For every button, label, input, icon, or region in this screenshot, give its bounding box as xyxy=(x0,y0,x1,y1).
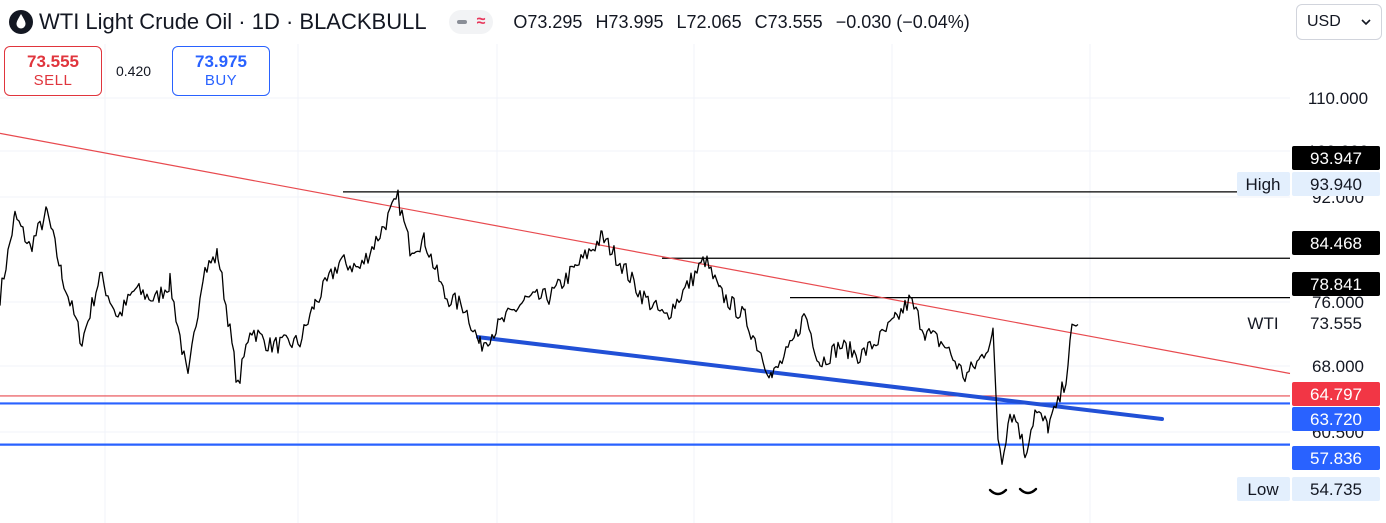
level-label: 78.841 xyxy=(1310,275,1362,294)
resistance-trendline xyxy=(0,132,1291,375)
low-marker xyxy=(1018,487,1038,495)
level-label-bg xyxy=(1292,407,1380,431)
price-line xyxy=(0,189,1079,465)
level-label: 93.940 xyxy=(1310,175,1362,194)
level-label: 57.836 xyxy=(1310,449,1362,468)
level-label: 84.468 xyxy=(1310,234,1362,253)
level-tag: Low xyxy=(1247,480,1279,499)
level-label: 64.797 xyxy=(1310,385,1362,404)
bottom-markers xyxy=(988,487,1038,496)
currency-value: USD xyxy=(1307,13,1341,30)
y-tick-label: 110.000 xyxy=(1308,89,1368,108)
low-marker xyxy=(988,488,1008,496)
level-tag-bg xyxy=(1237,477,1290,501)
level-label-bg xyxy=(1292,477,1380,501)
level-label-bg xyxy=(1292,146,1380,170)
y-tick-label: 68.000 xyxy=(1312,357,1364,376)
level-label: 54.735 xyxy=(1310,480,1362,499)
ohlc-high: H73.995 xyxy=(595,11,664,32)
buy-button[interactable]: 73.975 BUY xyxy=(172,46,270,96)
chart-grid xyxy=(0,44,1290,523)
level-label-bg xyxy=(1292,382,1380,406)
oil-drop-icon xyxy=(9,10,33,34)
sell-label: SELL xyxy=(33,72,73,89)
approx-wave-icon[interactable]: ≈ xyxy=(476,13,486,30)
level-tag: WTI xyxy=(1247,314,1278,333)
level-label-bg xyxy=(1292,172,1380,196)
y-tick-label: 76.000 xyxy=(1312,293,1364,312)
level-label-bg xyxy=(1292,231,1380,255)
level-label-bg xyxy=(1292,446,1380,470)
ohlc-close: C73.555 xyxy=(754,11,823,32)
price-series xyxy=(0,189,1079,465)
buy-label: BUY xyxy=(204,72,238,89)
ohlc-low: L72.065 xyxy=(676,11,742,32)
level-tag: High xyxy=(1246,175,1281,194)
indicator-toggle[interactable]: ≈ xyxy=(448,10,494,34)
ohlc-change: −0.030 (−0.04%) xyxy=(835,11,970,32)
y-axis-level-labels: 93.947 93.940 High 84.468 78.841 73.555 WTI 64.… xyxy=(1237,146,1380,501)
chevron-down-icon xyxy=(1361,19,1371,26)
level-label-bg xyxy=(1292,272,1380,296)
sell-price: 73.555 xyxy=(27,52,79,71)
currency-select[interactable]: USD xyxy=(1296,4,1382,40)
support-trendline xyxy=(476,335,1164,421)
horizontal-level-lines xyxy=(0,191,1290,446)
chart-header: WTI Light Crude Oil · 1D · BLACKBULL ≈ O… xyxy=(0,0,1290,44)
minus-icon[interactable] xyxy=(456,20,467,24)
level-tag-bg xyxy=(1237,172,1290,196)
level-label: 73.555 xyxy=(1310,314,1362,333)
trendlines xyxy=(0,132,1291,421)
buy-price: 73.975 xyxy=(195,52,247,71)
level-label: 63.720 xyxy=(1310,410,1362,429)
symbol-title[interactable]: WTI Light Crude Oil · 1D · BLACKBULL xyxy=(39,9,427,34)
ohlc-readout: O73.295 H73.995 L72.065 C73.555 −0.030 (… xyxy=(513,12,977,33)
sell-button[interactable]: 73.555 SELL xyxy=(4,46,102,96)
spread-value: 0.420 xyxy=(116,63,152,79)
ohlc-open: O73.295 xyxy=(513,11,583,32)
level-label: 93.947 xyxy=(1310,149,1362,168)
